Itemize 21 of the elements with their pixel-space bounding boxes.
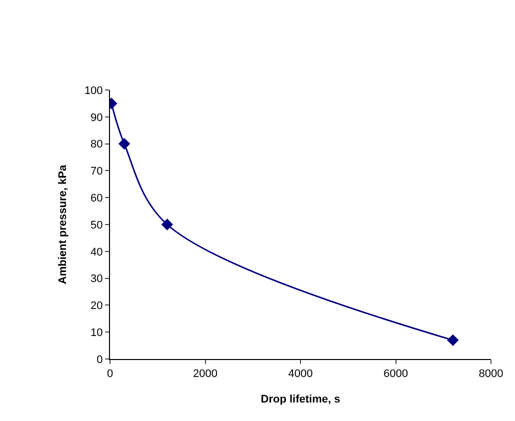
point — [447, 334, 459, 346]
y-tick-label: 100 — [84, 84, 103, 97]
y-tick-label: 90 — [90, 112, 103, 124]
x-tick-label: 2000 — [193, 368, 218, 380]
point — [118, 138, 130, 150]
y-tick-label: 0 — [96, 354, 103, 366]
y-tick-label: 50 — [90, 219, 103, 232]
y-tick-label: 20 — [90, 300, 103, 312]
y-tick-label: 30 — [90, 273, 103, 286]
y-tick-label: 70 — [90, 166, 103, 178]
y-tick-label: 10 — [90, 326, 103, 339]
y-tick-label: 40 — [90, 246, 103, 258]
y-tick-label: 60 — [90, 192, 103, 204]
y-axis-title: Ambient pressure, kPa — [57, 164, 70, 284]
x-tick-label: 0 — [106, 368, 114, 380]
x-tick-label: 8000 — [478, 368, 504, 380]
y-tick-label: 80 — [90, 138, 103, 151]
x-tick-label: 4000 — [288, 368, 313, 380]
x-tick-label: 6000 — [384, 368, 408, 380]
point — [161, 218, 173, 230]
x-axis-title: Drop lifetime, s — [260, 393, 340, 406]
